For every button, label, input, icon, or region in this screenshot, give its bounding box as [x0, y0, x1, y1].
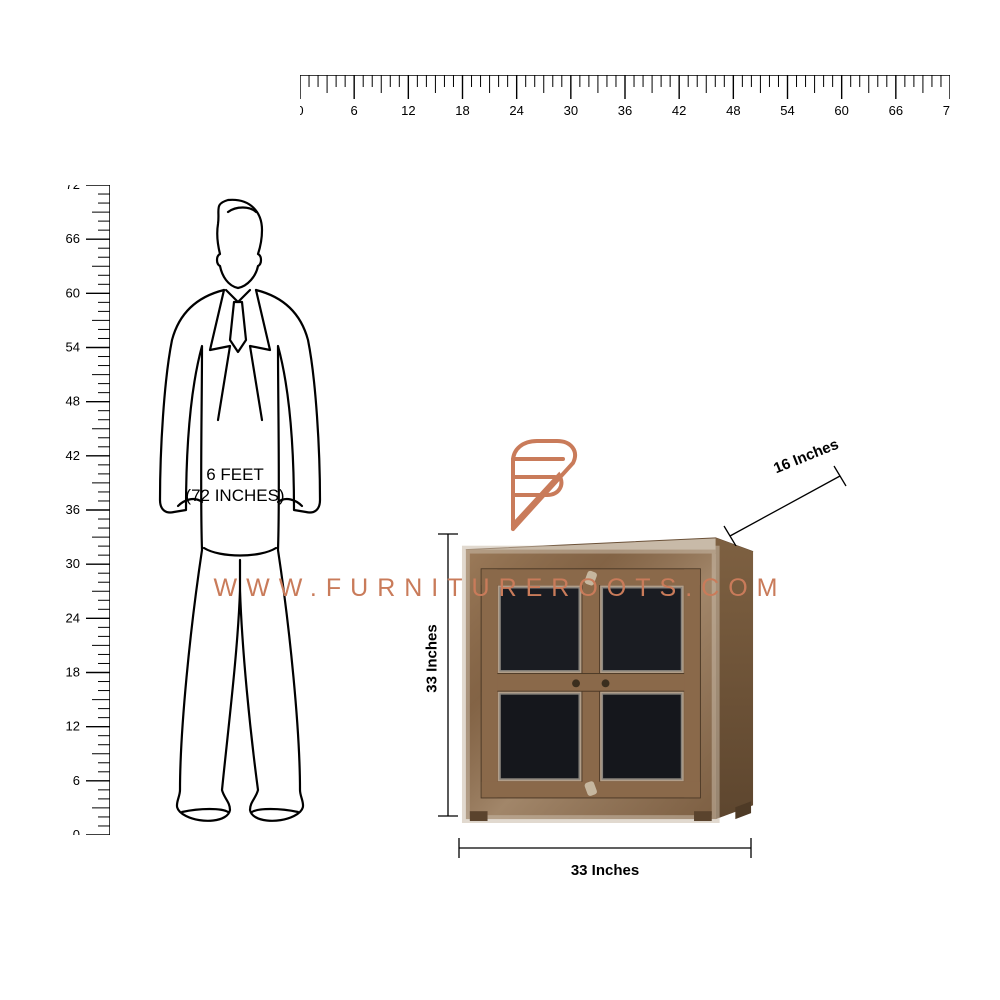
human-height-label: 6 FEET (72 INCHES)	[150, 464, 320, 507]
svg-text:36: 36	[66, 502, 80, 517]
svg-text:42: 42	[672, 103, 686, 118]
svg-text:54: 54	[780, 103, 794, 118]
dimension-width-label: 33 Inches	[455, 862, 755, 879]
svg-text:36: 36	[618, 103, 632, 118]
ruler-horizontal: 0 6 12 18 24 30 36 42 48 54 60 66 72	[300, 75, 950, 130]
brand-url-watermark: WWW.FURNITUREROOTS.COM	[0, 574, 1000, 603]
product-render	[460, 528, 755, 823]
svg-text:6: 6	[351, 103, 358, 118]
svg-text:0: 0	[300, 103, 304, 118]
dimension-width-line	[455, 838, 755, 862]
svg-text:66: 66	[66, 231, 80, 246]
svg-text:12: 12	[401, 103, 415, 118]
svg-text:30: 30	[66, 556, 80, 571]
svg-text:72: 72	[66, 185, 80, 192]
svg-text:24: 24	[66, 610, 80, 625]
dimension-height-label: 33 Inches	[424, 624, 441, 692]
svg-text:18: 18	[455, 103, 469, 118]
svg-text:24: 24	[509, 103, 523, 118]
brand-logo-icon	[495, 437, 585, 532]
human-height-line1: 6 FEET	[206, 465, 264, 484]
ruler-vertical: 0 6 12 18 24 30 36 42 48 54 60 66 72	[40, 185, 110, 835]
human-height-line2: (72 INCHES)	[185, 486, 284, 505]
svg-text:60: 60	[834, 103, 848, 118]
svg-text:18: 18	[66, 665, 80, 680]
svg-text:48: 48	[66, 394, 80, 409]
svg-text:54: 54	[66, 340, 80, 355]
human-scale-figure	[110, 190, 370, 830]
svg-text:6: 6	[73, 773, 80, 788]
svg-text:66: 66	[889, 103, 903, 118]
svg-text:72: 72	[943, 103, 950, 118]
svg-text:30: 30	[564, 103, 578, 118]
svg-text:0: 0	[73, 827, 80, 835]
product-dimensions-diagram: 0 6 12 18 24 30 36 42 48 54 60 66 72 0 6 12 18 24 30 36 42 4…	[0, 0, 1000, 1000]
svg-text:12: 12	[66, 719, 80, 734]
svg-text:60: 60	[66, 285, 80, 300]
svg-text:42: 42	[66, 448, 80, 463]
svg-text:48: 48	[726, 103, 740, 118]
